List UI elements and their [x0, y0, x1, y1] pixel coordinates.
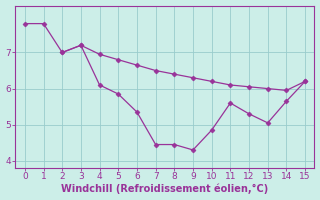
X-axis label: Windchill (Refroidissement éolien,°C): Windchill (Refroidissement éolien,°C) [61, 184, 268, 194]
